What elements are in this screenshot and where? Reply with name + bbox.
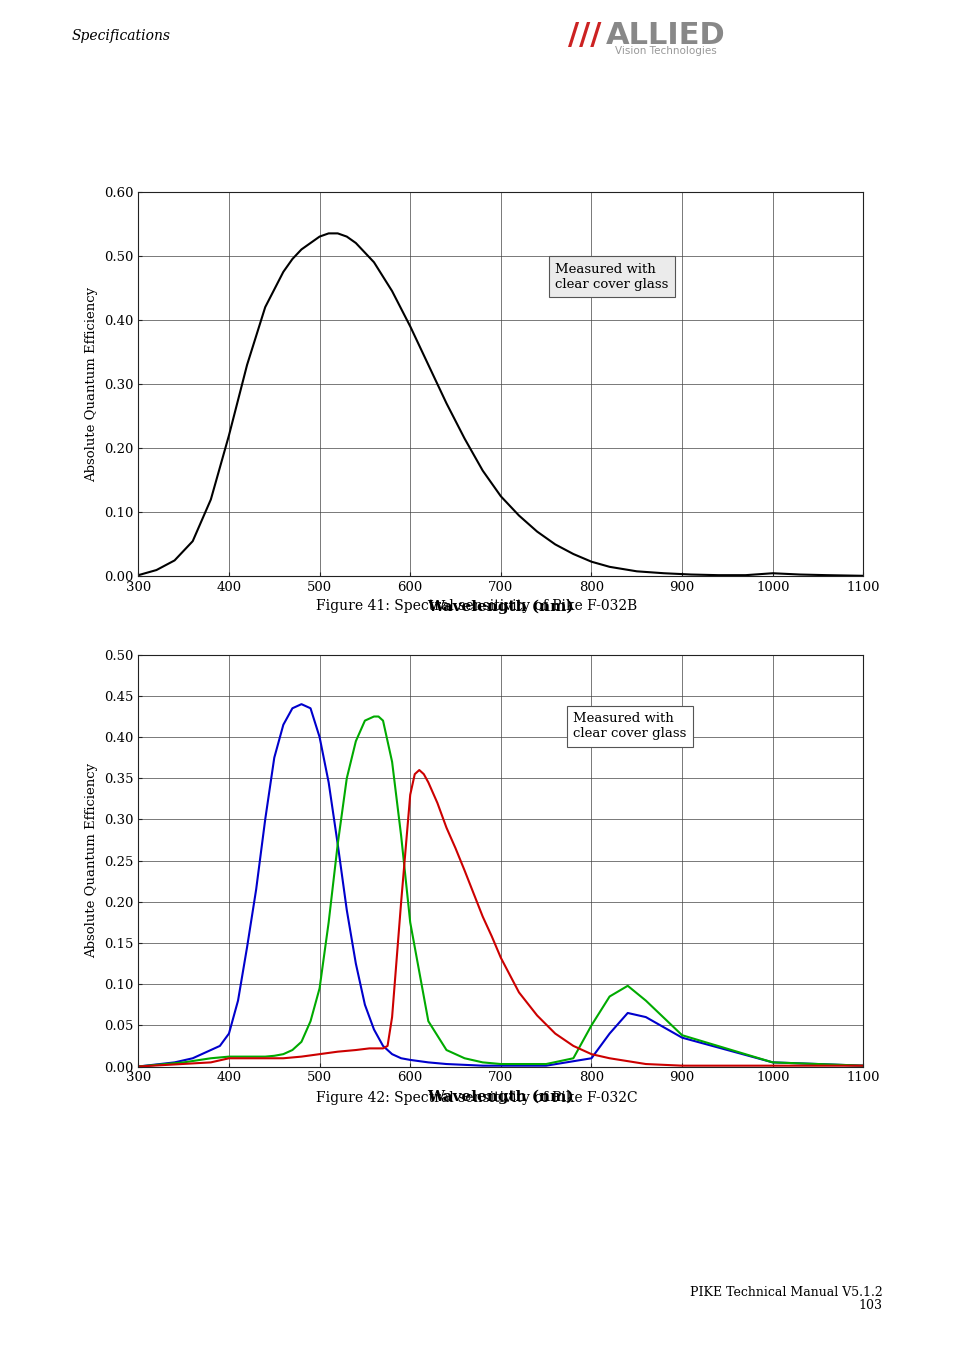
X-axis label: Wavelength (nm): Wavelength (nm) — [427, 1089, 574, 1104]
Text: Specifications: Specifications — [71, 28, 171, 43]
Text: PIKE Technical Manual V5.1.2: PIKE Technical Manual V5.1.2 — [689, 1285, 882, 1299]
Text: ///: /// — [567, 22, 600, 50]
Text: Measured with
clear cover glass: Measured with clear cover glass — [573, 711, 686, 740]
Y-axis label: Absolute Quantum Efficiency: Absolute Quantum Efficiency — [86, 763, 98, 958]
X-axis label: Wavelength (nm): Wavelength (nm) — [427, 599, 574, 614]
Text: Vision Technologies: Vision Technologies — [615, 46, 717, 57]
Text: ALLIED: ALLIED — [605, 22, 725, 50]
Text: 103: 103 — [858, 1299, 882, 1312]
Text: Figure 41: Spectral sensitivity of Pike F-032B: Figure 41: Spectral sensitivity of Pike … — [316, 599, 637, 613]
Y-axis label: Absolute Quantum Efficiency: Absolute Quantum Efficiency — [86, 286, 98, 482]
Text: Figure 42: Spectral sensitivity of Pike F-032C: Figure 42: Spectral sensitivity of Pike … — [315, 1091, 638, 1104]
Text: Measured with
clear cover glass: Measured with clear cover glass — [555, 263, 668, 290]
